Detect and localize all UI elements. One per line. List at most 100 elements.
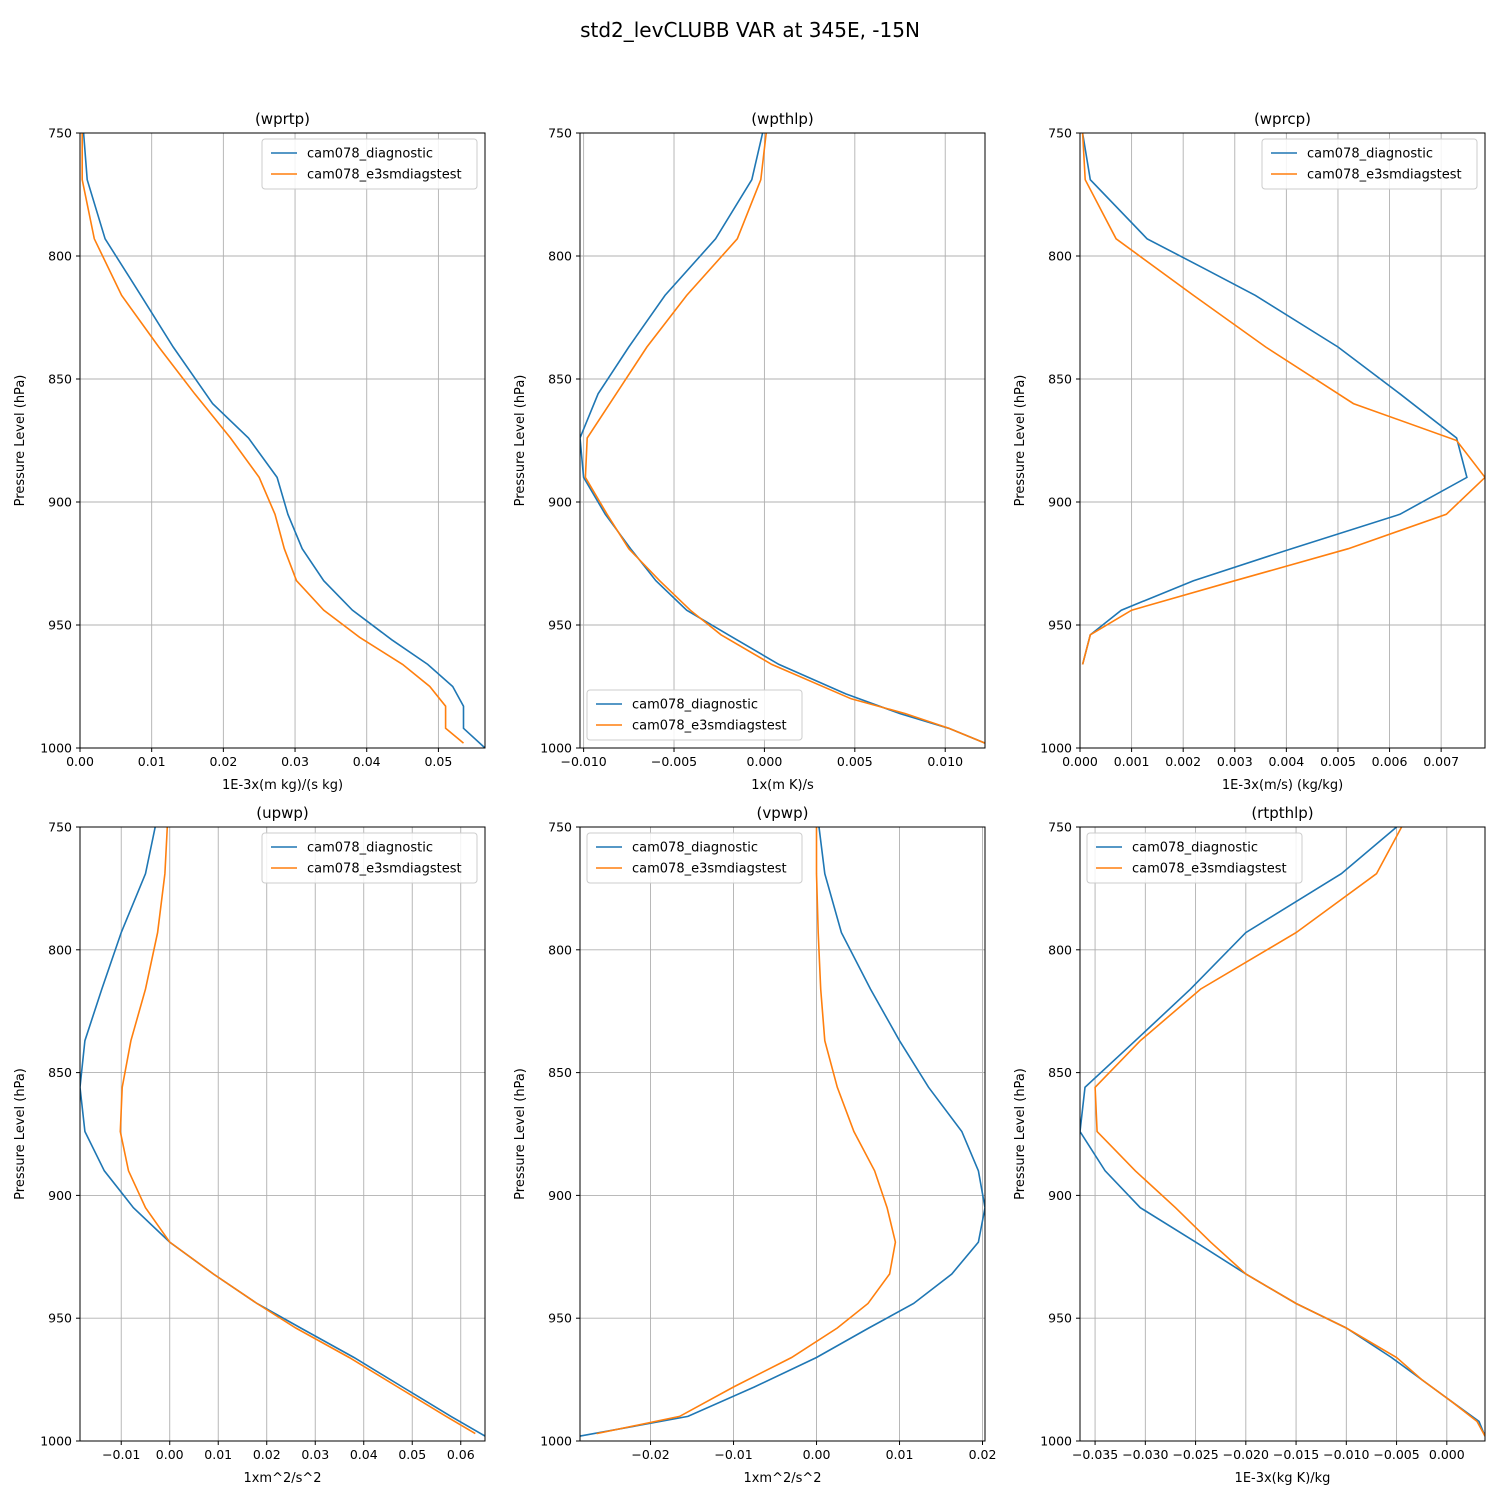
legend: cam078_diagnostic cam078_e3smdiagstest: [261, 832, 478, 884]
legend-label-2: cam078_e3smdiagstest: [1132, 862, 1287, 877]
x-tick-label: 0.00: [803, 1447, 831, 1462]
y-tick-label: 850: [48, 1065, 72, 1080]
legend-label-1: cam078_diagnostic: [632, 841, 758, 856]
x-tick-label: 0.02: [253, 1447, 281, 1462]
x-axis-label: 1x(m K)/s: [751, 778, 814, 793]
x-tick-label: −0.030: [1122, 1447, 1168, 1462]
series-line-2: [596, 827, 897, 1435]
y-tick-label: 800: [48, 942, 72, 957]
chart-title: (wprcp): [1254, 110, 1311, 128]
y-axis-label: Pressure Level (hPa): [1013, 375, 1028, 507]
y-tick-label: 950: [1048, 1311, 1072, 1326]
y-tick-label: 800: [1048, 249, 1072, 264]
series-line-1: [1080, 827, 1485, 1437]
x-tick-label: 0.05: [398, 1447, 426, 1462]
x-tick-label: 0.005: [837, 754, 873, 769]
x-tick-label: 0.04: [350, 1447, 378, 1462]
figure-title: std2_levCLUBB VAR at 345E, -15N: [580, 18, 920, 42]
x-tick-label: 0.02: [209, 754, 237, 769]
y-tick-label: 1000: [40, 741, 72, 756]
x-tick-label: 0.001: [1114, 754, 1150, 769]
legend-box: [586, 832, 803, 884]
chart-title: (vpwp): [757, 804, 809, 822]
y-axis-label: Pressure Level (hPa): [1013, 1068, 1028, 1200]
series-line-1: [580, 827, 985, 1437]
plot-frame: [579, 826, 986, 1442]
legend-box: [261, 832, 478, 884]
legend-label-2: cam078_e3smdiagstest: [632, 719, 787, 734]
x-tick-label: −0.01: [714, 1447, 752, 1462]
x-axis-label: 1E-3x(kg K)/kg: [1235, 1471, 1331, 1486]
series-line-2: [119, 827, 476, 1435]
x-tick-label: −0.01: [102, 1447, 140, 1462]
legend-label-2: cam078_e3smdiagstest: [307, 168, 462, 183]
x-tick-label: −0.02: [631, 1447, 669, 1462]
x-axis-label: 1E-3x(m kg)/(s kg): [222, 778, 343, 793]
legend-label-1: cam078_diagnostic: [307, 841, 433, 856]
y-tick-label: 1000: [540, 1434, 572, 1449]
x-tick-label: −0.025: [1172, 1447, 1218, 1462]
legend-label-1: cam078_diagnostic: [632, 698, 758, 713]
series-line-1: [80, 827, 485, 1437]
y-tick-label: 750: [48, 820, 72, 835]
y-tick-label: 1000: [1040, 741, 1072, 756]
series-line-1: [82, 133, 485, 748]
series-line-2: [1094, 827, 1485, 1437]
series-line-2: [584, 133, 985, 744]
legend-box: [261, 138, 478, 190]
y-tick-label: 900: [48, 495, 72, 510]
legend: cam078_diagnostic cam078_e3smdiagstest: [1086, 832, 1303, 884]
y-tick-label: 950: [548, 1311, 572, 1326]
x-tick-label: 0.01: [138, 754, 166, 769]
chart-title: (rtpthlp): [1251, 804, 1313, 822]
y-axis-label: Pressure Level (hPa): [513, 375, 528, 507]
x-tick-label: −0.020: [1223, 1447, 1269, 1462]
chart-panel-3: 0.000 0.001 0.002 0.003 0.004 0.005 0.006 0.007…: [1013, 110, 1486, 793]
legend-box: [586, 689, 803, 741]
plot-frame: [79, 132, 486, 749]
x-tick-label: 0.000: [1062, 754, 1098, 769]
x-tick-label: 0.004: [1268, 754, 1304, 769]
x-tick-label: 0.03: [281, 754, 309, 769]
y-tick-label: 800: [548, 942, 572, 957]
y-axis-label: Pressure Level (hPa): [13, 375, 28, 507]
x-tick-label: 0.000: [1429, 1447, 1465, 1462]
y-tick-label: 850: [48, 372, 72, 387]
chart-panel-5: −0.02 −0.01 0.00 0.01 0.02 750 800 850 900 950 100…: [513, 804, 996, 1486]
y-tick-label: 750: [548, 126, 572, 141]
chart-title: (wprtp): [255, 110, 310, 128]
x-tick-label: 0.000: [747, 754, 783, 769]
y-tick-label: 950: [548, 618, 572, 633]
x-tick-label: 0.002: [1165, 754, 1201, 769]
legend: cam078_diagnostic cam078_e3smdiagstest: [586, 689, 803, 741]
plot-frame: [1079, 826, 1486, 1442]
legend: cam078_diagnostic cam078_e3smdiagstest: [1261, 138, 1478, 190]
x-tick-label: −0.010: [1323, 1447, 1369, 1462]
legend-label-1: cam078_diagnostic: [307, 147, 433, 162]
legend: cam078_diagnostic cam078_e3smdiagstest: [586, 832, 803, 884]
x-tick-label: 0.00: [156, 1447, 184, 1462]
chart-title: (wpthlp): [751, 110, 814, 128]
y-tick-label: 750: [1048, 126, 1072, 141]
x-tick-label: 0.006: [1372, 754, 1408, 769]
y-tick-label: 800: [1048, 942, 1072, 957]
y-tick-label: 750: [548, 820, 572, 835]
y-tick-label: 850: [1048, 372, 1072, 387]
x-tick-label: 0.00: [66, 754, 94, 769]
y-tick-label: 1000: [540, 741, 572, 756]
x-tick-label: 0.007: [1423, 754, 1459, 769]
series-line-2: [1081, 133, 1485, 665]
y-tick-label: 1000: [40, 1434, 72, 1449]
chart-panel-6: −0.035 −0.030 −0.025 −0.020 −0.015 −0.010 −0.0…: [1013, 804, 1486, 1486]
y-tick-label: 900: [548, 495, 572, 510]
series-line-1: [580, 133, 985, 744]
legend-label-1: cam078_diagnostic: [1307, 147, 1433, 162]
x-axis-label: 1xm^2/s^2: [243, 1471, 321, 1486]
x-tick-label: 0.01: [886, 1447, 914, 1462]
chart-panel-2: −0.010 −0.005 0.000 0.005 0.010 750 800 850 900 9…: [513, 110, 986, 793]
y-tick-label: 900: [48, 1188, 72, 1203]
plot-frame: [79, 826, 486, 1442]
y-tick-label: 850: [548, 1065, 572, 1080]
x-tick-label: −0.015: [1273, 1447, 1319, 1462]
